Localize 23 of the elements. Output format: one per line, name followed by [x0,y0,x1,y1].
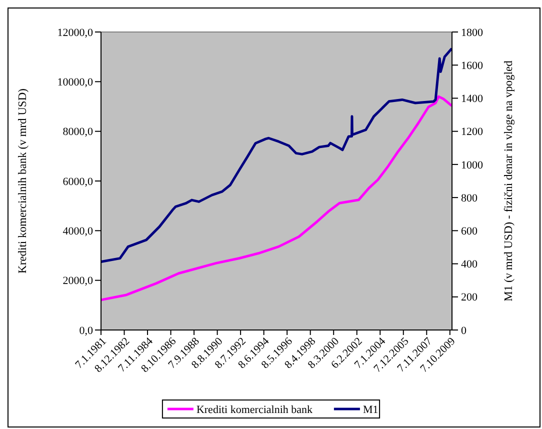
legend-label: Krediti komercialnih bank [196,404,314,416]
y-axis-title: Krediti komercialnih bank (v mrd USD) [17,88,29,274]
legend-label: M1 [362,404,378,416]
y2-tick-label: 1200 [461,126,484,138]
y2-tick-label: 200 [461,292,478,304]
y-tick-label: 0,0 [79,324,94,337]
line-series [100,95,453,302]
y2-tick-label: 400 [461,258,478,271]
y-tick-label: 8000,0 [62,126,94,138]
y2-tick-label: 1000 [461,159,484,172]
y2-tick-label: 1600 [461,60,484,72]
y-tick-label: 6000,0 [62,176,94,188]
y-tick-label: 10000,0 [57,76,94,89]
y2-axis-title: M1 (v mrd USD) - fizični denar in vloge na vpogled [503,60,515,302]
line-series [100,47,453,264]
y2-tick-label: 600 [461,226,478,238]
y2-tick-label: 800 [461,192,478,204]
y-tick-label: 12000,0 [57,26,94,39]
y-tick-label: 4000,0 [62,226,94,238]
y2-tick-label: 1400 [461,93,484,106]
y-tick-label: 2000,0 [62,275,94,288]
y2-tick-label: 0 [461,324,467,337]
y2-tick-label: 1800 [461,26,484,39]
